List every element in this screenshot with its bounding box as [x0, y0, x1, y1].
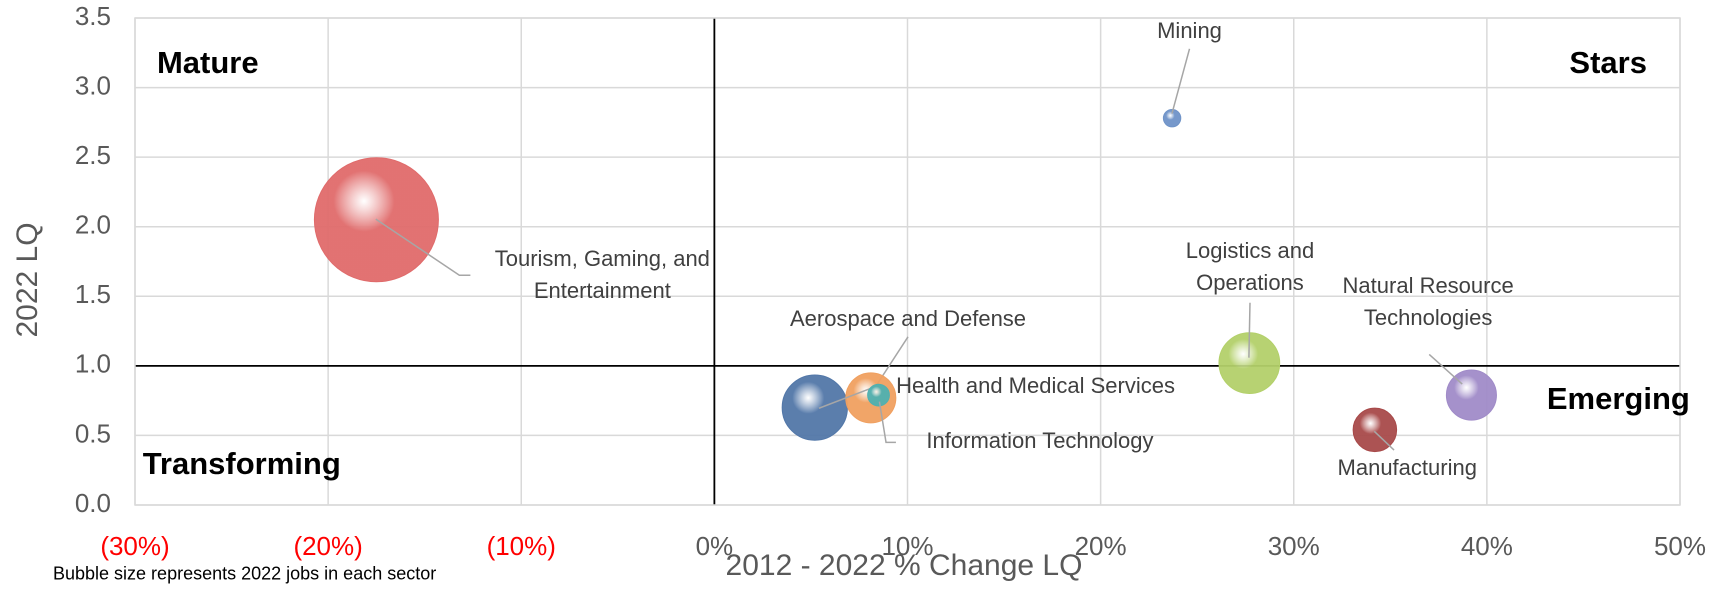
data-label: Natural Resource Technologies — [1342, 272, 1514, 330]
data-label: Manufacturing — [1337, 455, 1477, 481]
quadrant-label: Emerging — [1546, 381, 1690, 417]
bubble — [1162, 108, 1182, 128]
x-tick-label: 30% — [1268, 531, 1320, 561]
bubble — [1352, 407, 1398, 453]
quadrant-label: Stars — [1569, 45, 1647, 81]
x-tick-label: (10%) — [487, 531, 556, 561]
bubble — [1445, 369, 1497, 421]
plot-border — [134, 17, 1681, 506]
y-axis-title: 2022 LQ — [11, 222, 44, 338]
data-label: Aerospace and Defense — [789, 305, 1027, 331]
bubble — [781, 374, 848, 441]
leader-line — [1428, 353, 1463, 385]
leader-line — [375, 218, 471, 276]
x-tick-label: (20%) — [293, 531, 362, 561]
leader-line — [818, 385, 877, 409]
y-tick-label: 2.5 — [75, 140, 111, 170]
leader-line — [1171, 48, 1191, 114]
quadrant-label: Mature — [156, 45, 259, 81]
data-label: Information Technology — [926, 427, 1154, 453]
x-tick-label: 20% — [1075, 531, 1127, 561]
bubble — [867, 383, 890, 407]
quadrant-label: Transforming — [142, 446, 341, 482]
data-label: Mining — [1157, 17, 1222, 43]
leader-line — [1373, 430, 1395, 451]
x-tick-label: 40% — [1461, 531, 1513, 561]
data-label: Logistics and Operations — [1185, 237, 1315, 295]
y-tick-label: 1.5 — [75, 279, 111, 309]
y-tick-label: 1.0 — [75, 349, 111, 379]
leader-line — [1248, 302, 1251, 358]
x-tick-label: 50% — [1654, 531, 1706, 561]
note: Bubble size represents 2022 jobs in each… — [53, 563, 437, 584]
x-tick-label: 0% — [696, 531, 734, 561]
data-label: Health and Medical Services — [896, 372, 1175, 398]
x-tick-label: 10% — [881, 531, 933, 561]
y-tick-label: 3.0 — [75, 70, 111, 100]
y-tick-label: 3.5 — [75, 1, 111, 31]
y-tick-label: 2.0 — [75, 210, 111, 240]
leader-line — [878, 401, 896, 444]
x-tick-label: (30%) — [100, 531, 169, 561]
y-tick-label: 0.5 — [75, 418, 111, 448]
y-tick-label: 0.0 — [75, 488, 111, 518]
data-label: Tourism, Gaming, and Entertainment — [494, 246, 710, 304]
x-axis-title: 2012 - 2022 % Change LQ — [725, 549, 1083, 582]
